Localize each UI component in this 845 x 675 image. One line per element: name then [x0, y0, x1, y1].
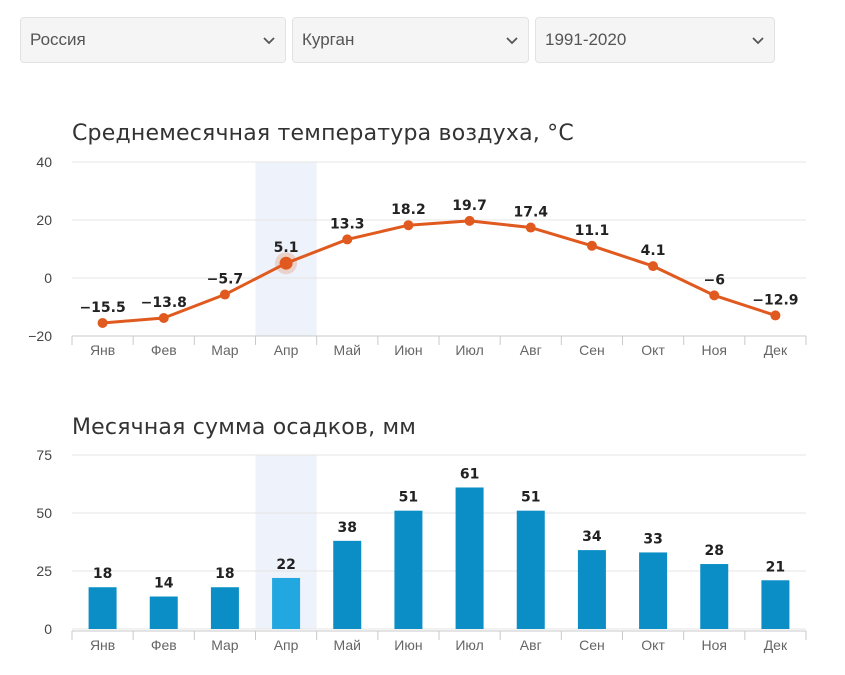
x-tick-label: Июн [394, 637, 422, 653]
x-tick-label: Июл [455, 637, 483, 653]
data-label: 19.7 [452, 198, 487, 214]
data-point [709, 290, 720, 301]
temperature-line [102, 219, 776, 325]
y-tick-label: −20 [28, 328, 52, 344]
filter-bar: Россия Курган 1991-2020 [20, 17, 775, 63]
precip-bar [149, 596, 178, 629]
x-tick-label: Июн [394, 342, 422, 358]
chevron-down-icon [752, 37, 764, 45]
data-label: 17.4 [513, 205, 548, 221]
data-label: 28 [705, 543, 724, 559]
data-label: 18 [93, 566, 112, 582]
data-label: 11.1 [575, 223, 610, 239]
y-tick-label: 40 [36, 154, 52, 170]
y-tick-label: 0 [44, 270, 52, 286]
period-select-value: 1991-2020 [545, 30, 627, 49]
city-select-value: Курган [302, 30, 355, 49]
precip-bar [333, 540, 362, 629]
precip-bar [210, 587, 239, 629]
data-label: 21 [766, 559, 785, 575]
highlight-band [255, 162, 317, 336]
country-select[interactable]: Россия [20, 17, 286, 63]
x-tick-label: Апр [274, 637, 299, 653]
data-point [525, 222, 536, 233]
data-label: 33 [643, 531, 662, 547]
precip-bar [272, 577, 301, 629]
x-tick-label: Апр [274, 342, 299, 358]
x-tick-label: Фев [151, 637, 177, 653]
data-label: 4.1 [641, 243, 666, 259]
data-point [158, 313, 169, 324]
precip-bar [455, 487, 484, 629]
x-tick-label: Авг [520, 342, 542, 358]
precip-bar [88, 587, 117, 629]
data-point [403, 220, 414, 231]
x-tick-label: Авг [520, 637, 542, 653]
precip-bar [394, 510, 423, 629]
data-point [342, 234, 353, 245]
data-point [586, 240, 597, 251]
x-tick-label: Ноя [702, 342, 727, 358]
data-label: 34 [582, 529, 602, 545]
x-tick-label: Ноя [702, 637, 727, 653]
x-tick-label: Дек [764, 637, 788, 653]
data-label: 51 [399, 490, 418, 506]
precip-bar [516, 510, 545, 629]
x-tick-label: Май [334, 342, 361, 358]
x-tick-label: Дек [764, 342, 788, 358]
x-tick-label: Янв [90, 637, 115, 653]
data-label: −12.9 [752, 292, 798, 308]
x-tick-label: Май [334, 637, 361, 653]
data-label: 22 [276, 557, 295, 573]
precipitation-chart: 75 50 25 0 Янв Фев Мар Апр Май Июн Июл Авг Сен Окт Ноя… [36, 447, 807, 653]
data-label: 61 [460, 466, 479, 482]
y-tick-label: 50 [36, 505, 52, 521]
city-select[interactable]: Курган [292, 17, 529, 63]
data-point [464, 215, 475, 226]
y-tick-label: 20 [36, 212, 52, 228]
data-label: −6 [704, 272, 725, 288]
data-label: −5.7 [207, 272, 244, 288]
precip-bar [577, 550, 606, 629]
chevron-down-icon [506, 37, 518, 45]
x-tick-label: Янв [90, 342, 115, 358]
data-point [219, 289, 230, 300]
y-tick-label: 25 [36, 563, 52, 579]
x-tick-label: Сен [579, 342, 605, 358]
precip-bar [700, 564, 729, 629]
precip-bar [639, 552, 668, 629]
x-tick-label: Июл [455, 342, 483, 358]
x-tick-label: Окт [641, 342, 665, 358]
y-tick-label: 75 [36, 447, 52, 463]
data-label: 38 [338, 520, 357, 536]
x-tick-label: Окт [641, 637, 665, 653]
country-select-value: Россия [30, 30, 86, 49]
y-tick-label: 0 [44, 621, 52, 637]
data-label: 18 [215, 566, 234, 582]
temperature-chart-title: Среднемесячная температура воздуха, °C [72, 121, 574, 146]
x-tick-label: Сен [579, 637, 605, 653]
data-point [770, 310, 781, 321]
data-point [97, 317, 108, 328]
data-label: 13.3 [330, 216, 365, 232]
temperature-chart: 40 20 0 −20 Янв Фев Мар Апр Май Июн Июл Авг Сен Окт Но… [28, 154, 807, 358]
data-label: −15.5 [79, 300, 125, 316]
data-label: 18.2 [391, 202, 426, 218]
data-label: 51 [521, 490, 540, 506]
data-label: 5.1 [274, 240, 299, 256]
chevron-down-icon [263, 37, 275, 45]
data-point [648, 261, 659, 272]
x-tick-label: Мар [211, 637, 239, 653]
data-label: 14 [154, 576, 174, 592]
period-select[interactable]: 1991-2020 [535, 17, 775, 63]
precipitation-chart-title: Месячная сумма осадков, мм [72, 415, 417, 440]
precip-bar [761, 580, 790, 629]
x-tick-label: Мар [211, 342, 239, 358]
x-tick-label: Фев [151, 342, 177, 358]
data-label: −13.8 [141, 295, 187, 311]
data-point [279, 256, 293, 270]
